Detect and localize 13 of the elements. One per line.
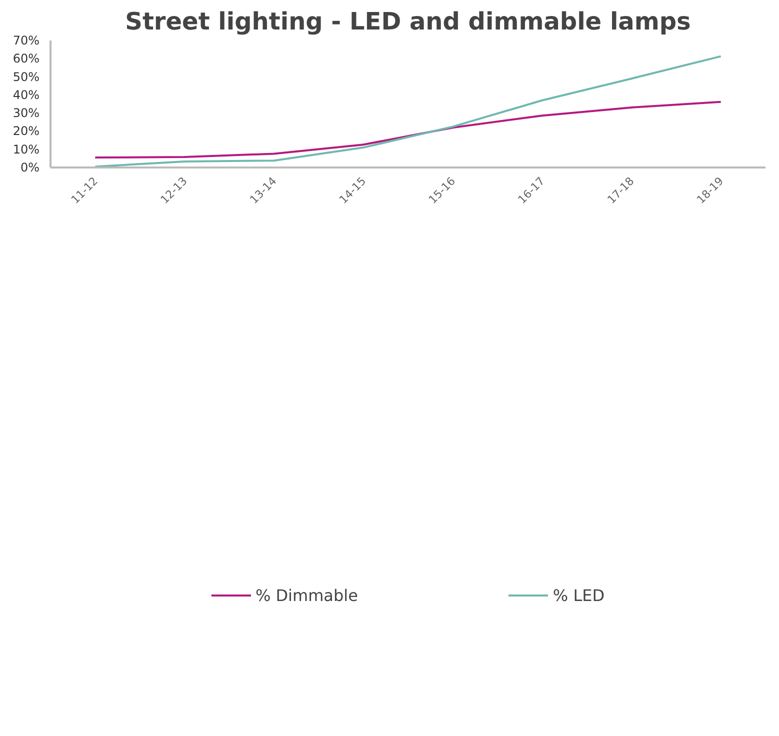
y-tick-label: 60% <box>12 52 40 66</box>
y-tick-label: 20% <box>12 124 40 138</box>
legend-label: % LED <box>552 586 605 604</box>
y-tick-label: 40% <box>12 88 40 102</box>
y-tick-label: 70% <box>12 34 40 48</box>
y-tick-label: 30% <box>12 106 40 120</box>
line-series <box>94 100 722 159</box>
chart-title: Street lighting - LED and dimmable lamps <box>125 8 691 36</box>
y-tick-label: 0% <box>20 160 40 174</box>
line-series <box>94 55 722 168</box>
legend-label: % Dimmable <box>255 586 358 604</box>
y-tick-label: 50% <box>12 70 40 84</box>
y-tick-label: 10% <box>12 142 40 156</box>
